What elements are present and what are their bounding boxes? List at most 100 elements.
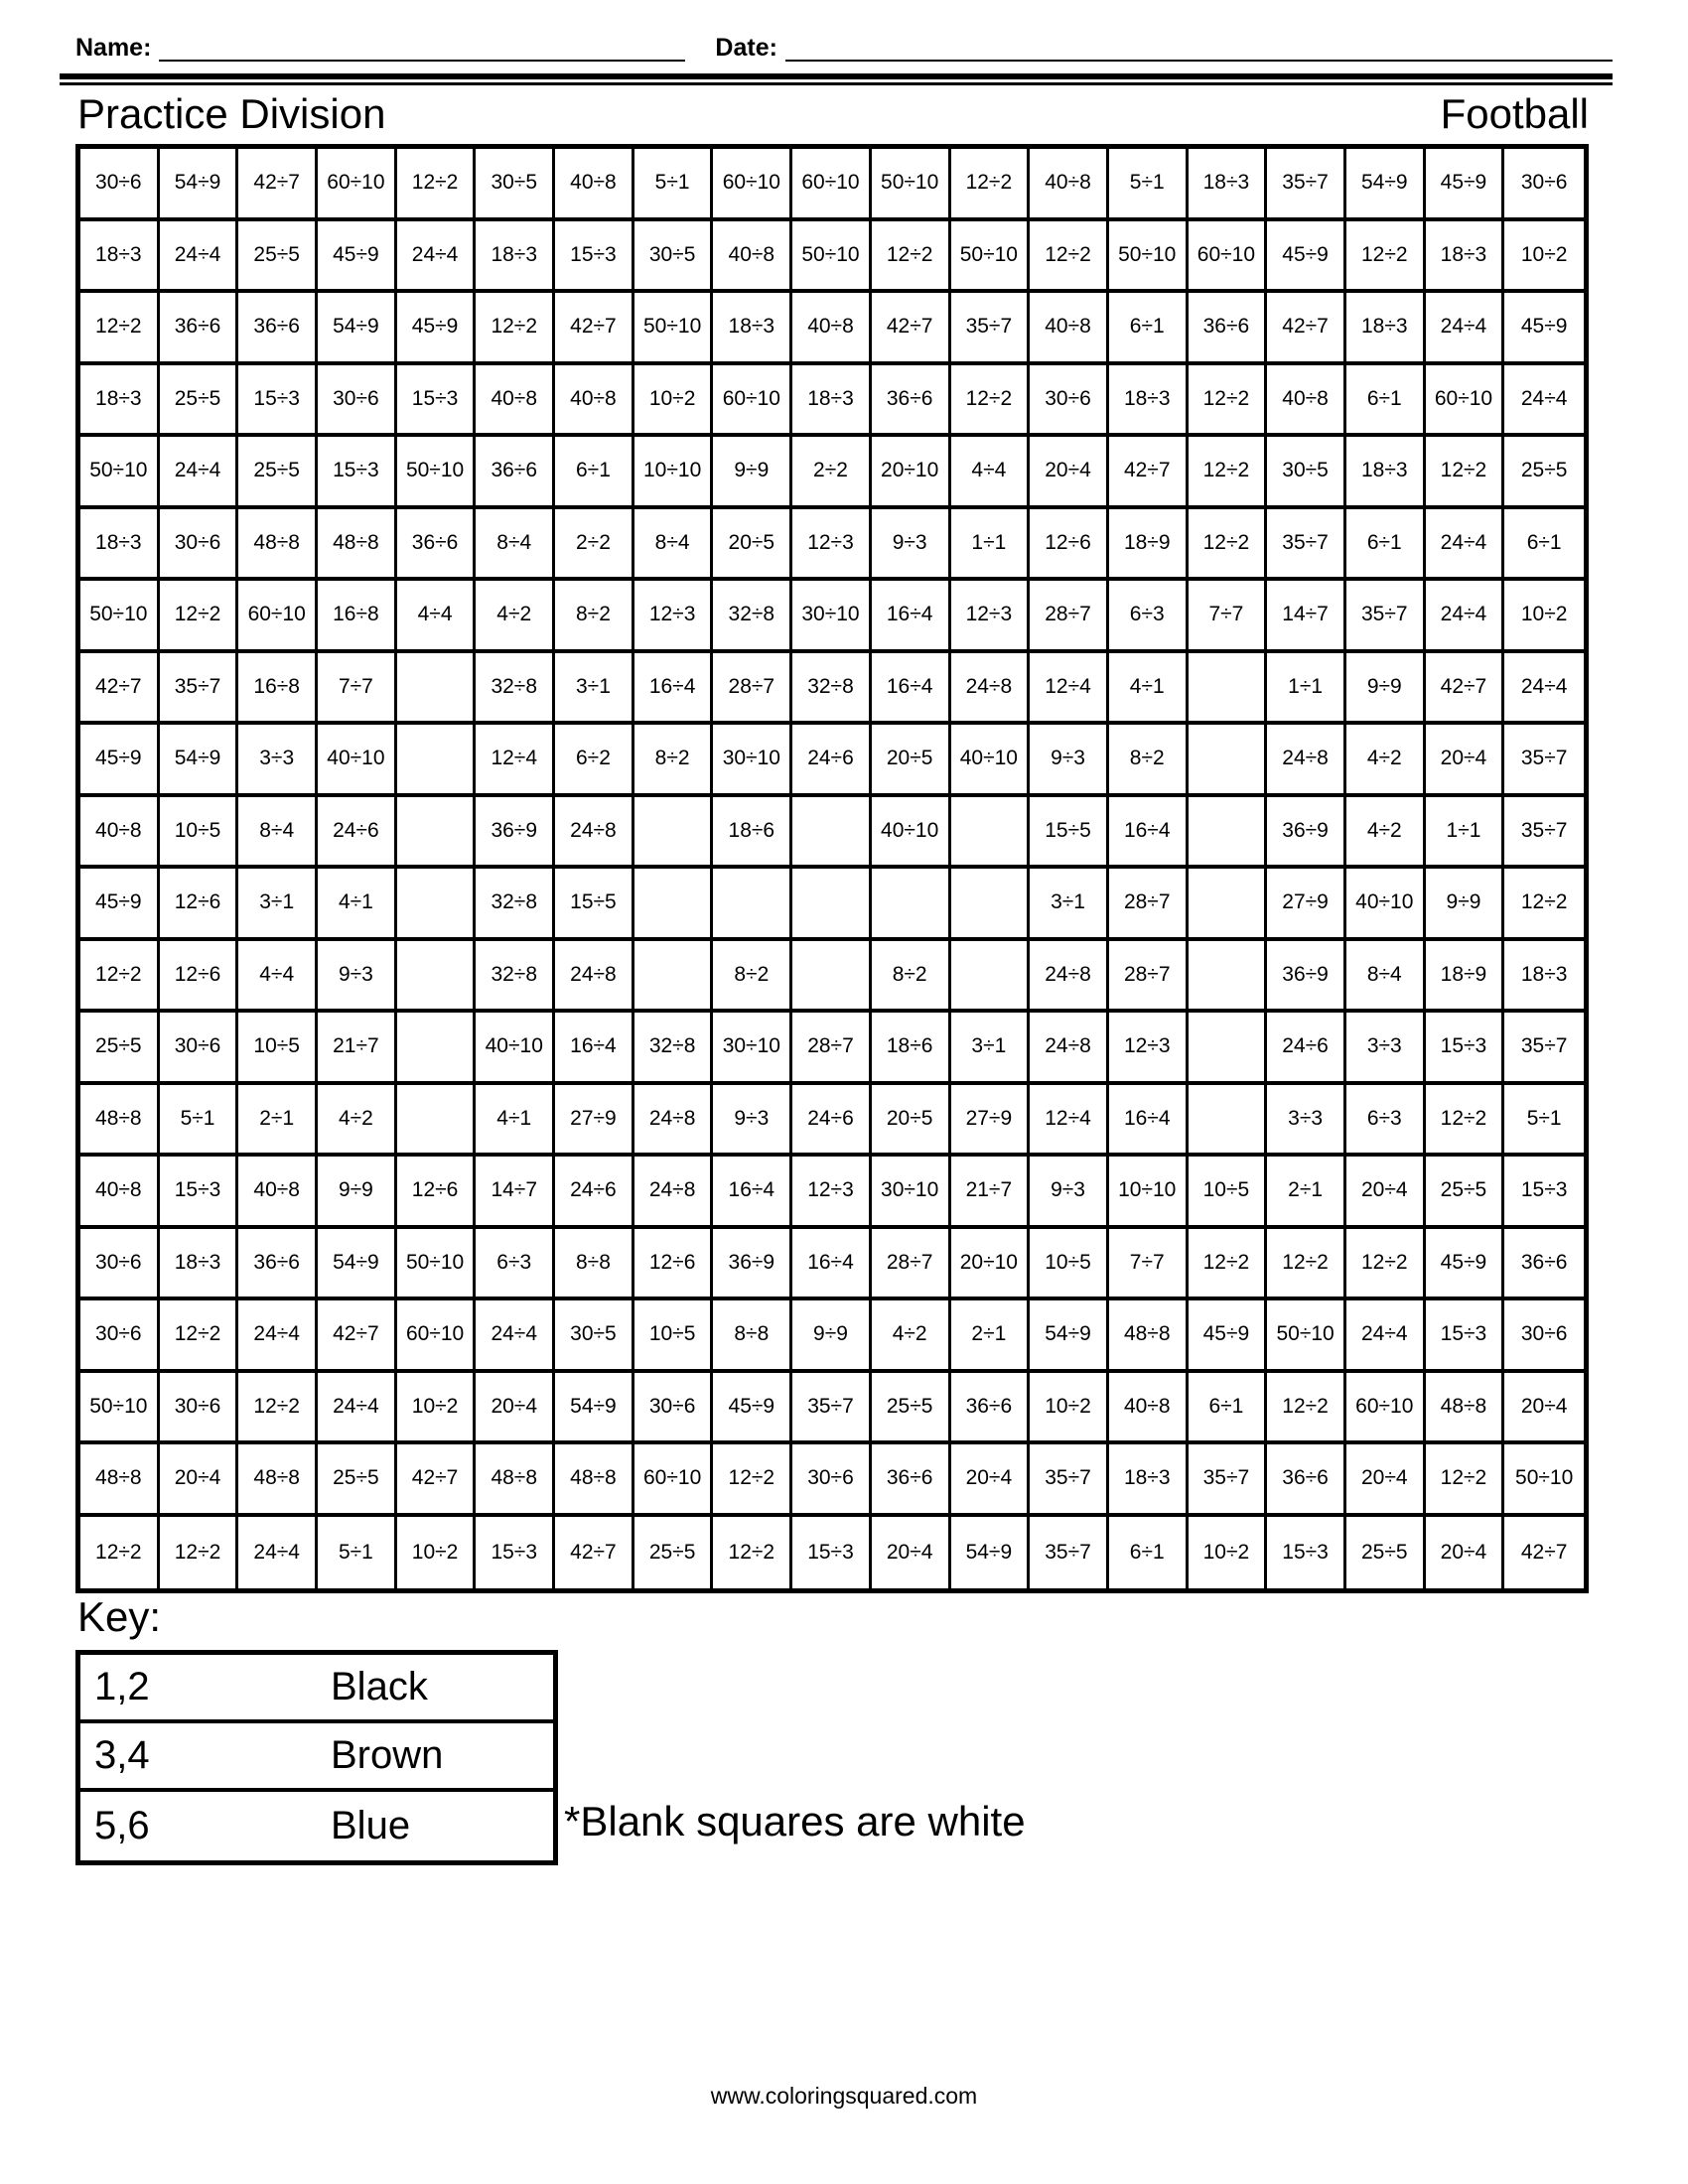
grid-cell: 15÷3: [1504, 1157, 1584, 1225]
grid-row: 45÷9 12÷6 3÷1 4÷1 32÷8 15÷5 3÷1 28÷7 27÷9 40÷10 9÷…: [80, 869, 1584, 941]
grid-cell: 25÷5: [318, 1444, 397, 1513]
grid-cell: 20÷4: [1345, 1157, 1426, 1225]
grid-cell: 20÷4: [1425, 1516, 1505, 1588]
grid-cell: 24÷8: [555, 796, 634, 865]
grid-cell: 42÷7: [80, 652, 160, 721]
grid-cell: 32÷8: [476, 869, 556, 937]
grid-cell: 50÷10: [396, 1228, 477, 1297]
grid-cell: 24÷4: [1504, 652, 1584, 721]
grid-cell: 14÷7: [1267, 581, 1346, 649]
grid-cell: 40÷8: [1030, 149, 1109, 217]
key-color-name: Black: [331, 1665, 428, 1708]
grid-cell: 60÷10: [633, 1444, 714, 1513]
grid-cell: 50÷10: [80, 437, 160, 505]
grid-cell: 12÷2: [238, 1372, 319, 1440]
grid-cell: 36÷6: [1188, 293, 1268, 361]
key-table: 1,2 Black 3,4 Brown 5,6 Blue: [75, 1650, 558, 1865]
grid-cell: 18÷3: [80, 220, 160, 289]
grid-cell: 36÷6: [871, 364, 951, 433]
grid-cell: 8÷4: [238, 796, 319, 865]
grid-cell: 15÷3: [159, 1157, 239, 1225]
grid-cell: 8÷4: [476, 508, 556, 577]
grid-cell: 16÷4: [633, 652, 714, 721]
grid-cell: 42÷7: [1425, 652, 1505, 721]
grid-cell: 48÷8: [238, 1444, 319, 1513]
grid-cell: 4÷2: [1345, 796, 1426, 865]
grid-cell: [396, 1084, 477, 1153]
grid-cell: 60÷10: [238, 581, 319, 649]
grid-cell: 30÷6: [80, 149, 160, 217]
grid-cell: 25÷5: [633, 1516, 714, 1588]
grid-cell: 35÷7: [1267, 149, 1346, 217]
grid-cell: 4÷2: [476, 581, 556, 649]
grid-cell: 1÷1: [1267, 652, 1346, 721]
grid-cell: 45÷9: [396, 293, 477, 361]
grid-cell: 12÷2: [80, 1516, 160, 1588]
grid-cell: 6÷1: [1345, 508, 1426, 577]
grid-cell: 24÷4: [238, 1516, 319, 1588]
grid-cell: 50÷10: [1108, 220, 1189, 289]
grid-cell: [792, 869, 872, 937]
grid-cell: 20÷10: [950, 1228, 1031, 1297]
grid-cell: 32÷8: [476, 940, 556, 1009]
grid-cell: [633, 869, 714, 937]
grid-cell: 36÷6: [159, 293, 239, 361]
grid-cell: [633, 796, 714, 865]
grid-cell: 60÷10: [318, 149, 397, 217]
grid-cell: 28÷7: [1108, 940, 1189, 1009]
grid-cell: 48÷8: [476, 1444, 556, 1513]
grid-cell: 4÷1: [476, 1084, 556, 1153]
grid-cell: 6÷1: [1504, 508, 1584, 577]
grid-cell: 30÷6: [1504, 149, 1584, 217]
grid-cell: 18÷3: [713, 293, 793, 361]
grid-cell: 48÷8: [1425, 1372, 1505, 1440]
grid-cell: 40÷8: [1108, 1372, 1189, 1440]
grid-cell: 24÷4: [1425, 508, 1505, 577]
grid-cell: 30÷5: [555, 1300, 634, 1369]
grid-cell: 30÷6: [159, 508, 239, 577]
grid-cell: 32÷8: [792, 652, 872, 721]
grid-cell: 7÷7: [318, 652, 397, 721]
grid-cell: 4÷4: [950, 437, 1031, 505]
grid-cell: 40÷8: [1030, 293, 1109, 361]
grid-cell: 48÷8: [1108, 1300, 1189, 1369]
grid-cell: 12÷2: [871, 220, 951, 289]
title-row: Practice Division Football: [77, 91, 1589, 137]
grid-cell: 20÷4: [871, 1516, 951, 1588]
grid-cell: [1188, 940, 1268, 1009]
grid-cell: 12÷2: [1425, 1444, 1505, 1513]
grid-row: 18÷3 25÷5 15÷3 30÷6 15÷3 40÷8 40÷8 10÷2 60÷10 18÷…: [80, 364, 1584, 437]
grid-cell: 10÷2: [1504, 581, 1584, 649]
grid-cell: 42÷7: [1108, 437, 1189, 505]
grid-cell: 36÷6: [1504, 1228, 1584, 1297]
grid-cell: [1188, 652, 1268, 721]
grid-cell: 10÷5: [633, 1300, 714, 1369]
grid-cell: 30÷10: [792, 581, 872, 649]
grid-cell: 60÷10: [396, 1300, 477, 1369]
grid-cell: 12÷2: [1188, 364, 1268, 433]
grid-cell: 25÷5: [1425, 1157, 1505, 1225]
grid-cell: 36÷6: [1267, 1444, 1346, 1513]
grid-cell: 50÷10: [1267, 1300, 1346, 1369]
grid-cell: 12÷2: [1188, 437, 1268, 505]
grid-cell: 40÷8: [238, 1157, 319, 1225]
grid-cell: 16÷4: [1108, 1084, 1189, 1153]
grid-cell: 15÷3: [476, 1516, 556, 1588]
grid-cell: 8÷2: [871, 940, 951, 1009]
grid-cell: 9÷9: [1425, 869, 1505, 937]
grid-cell: 42÷7: [1267, 293, 1346, 361]
grid-cell: 35÷7: [1504, 796, 1584, 865]
grid-cell: 12÷3: [950, 581, 1031, 649]
grid-cell: 45÷9: [1425, 1228, 1505, 1297]
grid-cell: 42÷7: [1504, 1516, 1584, 1588]
grid-cell: 10÷2: [1030, 1372, 1109, 1440]
grid-cell: 48÷8: [318, 508, 397, 577]
grid-cell: 12÷2: [396, 149, 477, 217]
grid-cell: 8÷2: [1108, 725, 1189, 793]
grid-cell: 18÷3: [1425, 220, 1505, 289]
grid-cell: 18÷6: [871, 1013, 951, 1081]
grid-cell: 35÷7: [1504, 1013, 1584, 1081]
key-color-name: Brown: [331, 1733, 444, 1777]
grid-cell: 10÷5: [159, 796, 239, 865]
grid-cell: 20÷5: [871, 725, 951, 793]
